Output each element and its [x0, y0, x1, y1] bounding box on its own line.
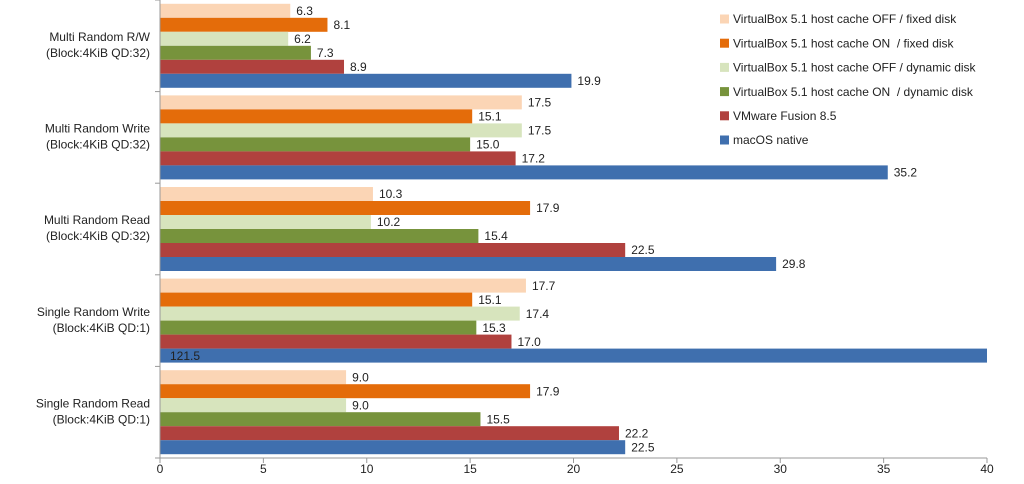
x-tick-label: 40	[980, 462, 994, 476]
bar	[160, 384, 531, 399]
bar	[160, 137, 471, 152]
legend-label: macOS native	[733, 133, 809, 147]
bar	[160, 320, 477, 335]
value-label: 35.2	[894, 166, 918, 180]
bar	[160, 31, 289, 46]
y-tick-label: (Block:4KiB QD:1)	[53, 412, 150, 426]
bar	[160, 151, 516, 166]
bar	[160, 123, 522, 138]
value-label: 10.2	[377, 215, 401, 229]
x-tick-label: 25	[670, 462, 684, 476]
bar	[160, 95, 522, 110]
value-label: 17.9	[536, 384, 560, 398]
x-tick-label: 35	[877, 462, 891, 476]
value-label: 17.0	[517, 335, 541, 349]
value-label: 22.5	[631, 440, 655, 454]
bar	[160, 3, 291, 18]
legend-swatch	[720, 62, 729, 72]
value-label: 17.5	[528, 96, 552, 110]
legend-label: VirtualBox 5.1 host cache ON / dynamic d…	[733, 85, 974, 99]
bar	[160, 17, 328, 32]
bar	[160, 257, 777, 271]
y-tick-label: Single Random Read	[36, 396, 150, 410]
bar	[160, 201, 531, 215]
x-tick-label: 30	[774, 462, 788, 476]
bar	[160, 187, 373, 201]
value-label: 8.9	[350, 60, 367, 74]
value-label: 10.3	[379, 187, 403, 201]
x-tick-label: 5	[260, 462, 267, 476]
bars	[160, 3, 987, 455]
y-tick-label: Single Random Write	[37, 305, 150, 319]
legend-swatch	[720, 87, 729, 97]
bar	[160, 59, 345, 74]
bar	[160, 306, 520, 321]
value-label: 22.5	[631, 243, 655, 257]
value-label: 22.2	[625, 426, 649, 440]
bar	[160, 370, 347, 385]
value-label: 9.0	[352, 398, 369, 412]
bar	[160, 278, 526, 293]
bar	[160, 398, 347, 413]
value-label: 17.5	[528, 124, 552, 138]
value-label: 121.5	[170, 349, 200, 363]
x-tick-label: 0	[157, 462, 164, 476]
bar	[160, 440, 626, 455]
value-label: 7.3	[317, 46, 334, 60]
legend-swatch	[720, 111, 729, 121]
legend-label: VMware Fusion 8.5	[733, 109, 837, 123]
y-tick-label: (Block:4KiB QD:1)	[53, 321, 150, 335]
value-label: 15.3	[482, 321, 506, 335]
value-label: 17.7	[532, 279, 556, 293]
value-label: 15.1	[478, 293, 502, 307]
bar	[160, 109, 473, 124]
bar	[160, 348, 987, 363]
bar	[160, 412, 481, 427]
value-label: 15.5	[486, 412, 510, 426]
value-label: 15.1	[478, 110, 502, 124]
legend-swatch	[720, 38, 729, 48]
value-label: 8.1	[333, 18, 350, 32]
value-label: 9.0	[352, 370, 369, 384]
y-tick-label: (Block:4KiB QD:32)	[46, 229, 150, 243]
bar	[160, 73, 572, 88]
bar	[160, 334, 512, 349]
value-label: 6.3	[296, 4, 313, 18]
x-tick-label: 15	[463, 462, 477, 476]
y-tick-label: Multi Random R/W	[49, 30, 150, 44]
legend-label: VirtualBox 5.1 host cache OFF / dynamic …	[733, 61, 977, 75]
bar	[160, 165, 888, 180]
value-label: 29.8	[782, 257, 806, 271]
value-label: 19.9	[577, 74, 601, 88]
value-label: 17.4	[526, 307, 550, 321]
value-label: 6.2	[294, 32, 311, 46]
y-tick-label: (Block:4KiB QD:32)	[46, 46, 150, 60]
y-tick-label: (Block:4KiB QD:32)	[46, 138, 150, 152]
x-tick-label: 10	[360, 462, 374, 476]
legend-label: VirtualBox 5.1 host cache ON / fixed dis…	[733, 36, 955, 50]
legend-label: VirtualBox 5.1 host cache OFF / fixed di…	[733, 12, 957, 26]
value-label: 15.4	[484, 229, 508, 243]
bar	[160, 426, 619, 441]
bar	[160, 229, 479, 243]
value-label: 17.9	[536, 201, 560, 215]
legend-swatch	[720, 14, 729, 24]
bar	[160, 292, 473, 307]
bar	[160, 45, 311, 60]
bar	[160, 215, 371, 229]
value-label: 15.0	[476, 138, 500, 152]
value-label: 17.2	[522, 152, 546, 166]
legend-swatch	[720, 135, 729, 145]
bar	[160, 243, 626, 257]
y-tick-label: Multi Random Read	[44, 213, 150, 227]
y-tick-label: Multi Random Write	[45, 122, 150, 136]
x-tick-label: 20	[567, 462, 581, 476]
